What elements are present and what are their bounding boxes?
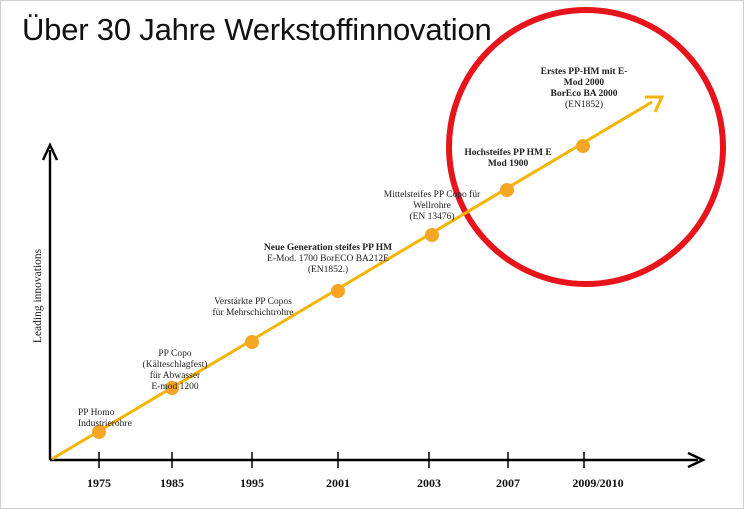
milestone-note-1985: PP Copo (Kälteschlagfest) für Abwasser E… [143,349,208,393]
milestone-note-2003: Mittelsteifes PP Copo für Wellrohre (EN … [384,190,481,223]
note-line: Industrierohre [78,419,132,429]
note-line: E-mod 1200 [151,382,199,392]
note-line: (Kälteschlagfest) [142,360,208,370]
year-label: 1975 [87,476,111,490]
note-line: Wellrohre [413,201,451,211]
year-label: 2003 [417,476,441,490]
milestone-dot-2001 [331,284,345,298]
note-heading: Mod 2000 [563,78,605,88]
milestone-dot-1995 [245,335,259,349]
note-line: für Mehrschichtrohre [212,308,294,318]
year-label: 2009/2010 [572,476,624,490]
note-line: Mittelsteifes PP Copo für [383,190,481,200]
milestone-dot-2009-2010 [576,139,590,153]
milestone-note-2009-2010: Erstes PP-HM mit E- Mod 2000 BorEco BA 2… [541,67,628,111]
note-line: (EN1852.) [307,265,349,275]
note-line: (EN1852) [564,100,603,110]
highlight-ring [446,7,726,287]
milestone-dot-2007 [500,183,514,197]
year-label: 1985 [160,476,184,490]
year-label: 2007 [496,476,520,490]
milestone-note-2001: Neue Generation steifes PP HM E-Mod. 170… [264,243,392,276]
note-heading: Erstes PP-HM mit E- [540,67,628,77]
note-line: für Abwasser [149,371,201,381]
milestone-dot-2003 [425,228,439,242]
milestone-dot-1975 [92,425,106,439]
note-line: E-Mod. 1700 BorECO BA212E [267,254,389,264]
y-axis-label-text: Leading innovations [32,248,44,344]
year-label: 1995 [240,476,264,490]
innovation-trend-arrowhead [645,95,665,113]
milestone-note-1995: Verstärkte PP Copos für Mehrschichtrohre [213,297,294,319]
note-heading: Hochsteifes PP HM E [464,148,552,158]
x-axis-arrowhead [687,451,706,469]
innovation-trend-line [51,100,653,461]
y-axis-arrowhead [41,142,59,161]
note-heading: Neue Generation steifes PP HM [263,243,393,253]
year-label: 2001 [326,476,350,490]
note-heading: Mod 1900 [487,159,529,169]
note-heading: BorEco BA 2000 [550,89,618,99]
x-axis-ticks [98,452,585,468]
slide-title: Über 30 Jahre Werkstoffinnovation [22,12,492,47]
milestone-note-1975: PP Homo Industrierohre [78,408,132,430]
note-line: Verstärkte PP Copos [214,297,292,307]
note-line: PP Homo [78,408,115,418]
note-line: PP Copo [158,349,192,359]
milestone-dot-1985 [165,381,179,395]
note-line: (EN 13476) [409,212,455,222]
milestone-note-2007: Hochsteifes PP HM E Mod 1900 [464,148,551,170]
